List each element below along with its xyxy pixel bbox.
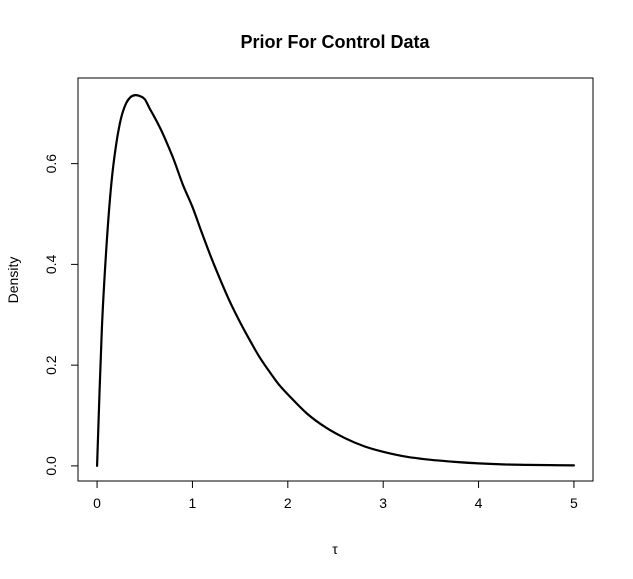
x-tick-label: 3	[379, 495, 387, 511]
plot-frame	[77, 77, 594, 482]
x-tick-label: 4	[475, 495, 483, 511]
density-curve-line	[95, 93, 576, 467]
y-axis: 0.0 0.2 0.4 0.6	[43, 154, 79, 476]
y-axis-label: Density	[5, 257, 21, 304]
x-tick-label: 5	[570, 495, 578, 511]
x-tick-label: 0	[93, 495, 101, 511]
y-tick-label: 0.0	[43, 456, 59, 476]
x-tick-label: 1	[189, 495, 197, 511]
y-tick-label: 0.2	[43, 355, 59, 375]
x-axis: 0 1 2 3 4 5	[93, 480, 578, 511]
y-tick-label: 0.4	[43, 254, 59, 274]
y-tick-label: 0.6	[43, 154, 59, 174]
chart-title: Prior For Control Data	[240, 32, 430, 52]
x-axis-label: τ	[332, 541, 338, 557]
x-tick-label: 2	[284, 495, 292, 511]
